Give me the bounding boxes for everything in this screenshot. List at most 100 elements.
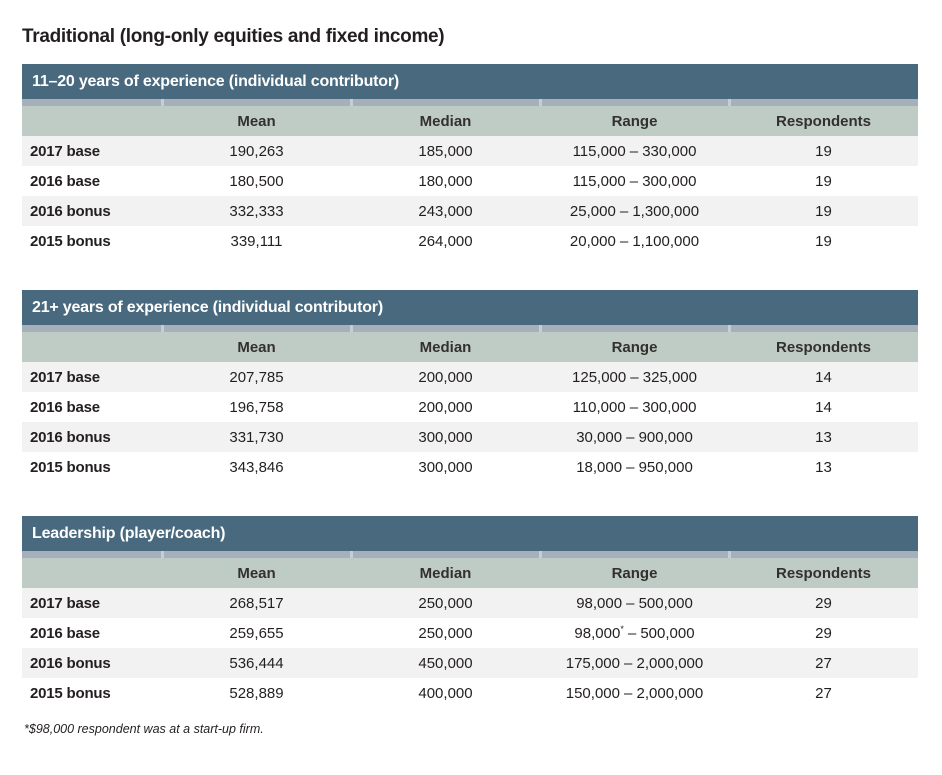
column-divider [539,551,542,558]
median-value: 300,000 [418,428,473,446]
table-row: 2015 bonus 528,889 400,000 150,000– 2,00… [22,678,918,708]
column-header-row: Mean Median Range Respondents [22,332,918,362]
range-max: – 1,100,000 [619,232,700,250]
range-value: 125,000– 325,000 [540,369,729,386]
row-label: 2016 base [30,624,100,642]
respondents-value: 13 [815,428,832,446]
range-min: 98,000 [574,624,621,642]
median-value: 200,000 [418,368,473,386]
row-label: 2017 base [30,368,100,386]
column-divider [350,99,353,106]
respondents-value: 13 [815,458,832,476]
row-label: 2015 bonus [30,684,111,702]
row-label: 2016 base [30,172,100,190]
column-divider [728,325,731,332]
respondents-value: 29 [815,624,832,642]
column-divider [350,551,353,558]
table-row: 2016 bonus 536,444 450,000 175,000– 2,00… [22,648,918,678]
table-row: 2017 base 207,785 200,000 125,000– 325,0… [22,362,918,392]
column-divider [728,551,731,558]
median-value: 180,000 [418,172,473,190]
row-label: 2017 base [30,142,100,160]
table-21-plus-years: 21+ years of experience (individual cont… [22,290,918,482]
range-value: 115,000– 330,000 [540,143,729,160]
table-row: 2016 bonus 331,730 300,000 30,000– 900,0… [22,422,918,452]
mean-value: 528,889 [229,684,284,702]
range-max: – 300,000 [629,398,697,416]
median-value: 450,000 [418,654,473,672]
range-value: 175,000– 2,000,000 [540,655,729,672]
range-max: – 2,000,000 [623,654,704,672]
range-value: 115,000– 300,000 [540,173,729,190]
mean-value: 332,333 [229,202,284,220]
section-header-bar: 21+ years of experience (individual cont… [22,290,918,325]
row-label: 2015 bonus [30,458,111,476]
mean-value: 331,730 [229,428,284,446]
column-header-mean: Mean [237,564,276,582]
section-title: Leadership (player/coach) [32,524,226,542]
column-header-range: Range [611,112,658,130]
column-strip [22,99,918,106]
column-divider [161,325,164,332]
table-11-20-years: 11–20 years of experience (individual co… [22,64,918,256]
table-row: 2015 bonus 343,846 300,000 18,000– 950,0… [22,452,918,482]
range-value: 18,000– 950,000 [540,459,729,476]
column-divider [728,99,731,106]
table-row: 2016 base 259,655 250,000 98,000* – 500,0… [22,618,918,648]
range-max: – 2,000,000 [623,684,704,702]
range-max: – 900,000 [626,428,693,446]
column-divider [539,325,542,332]
table-row: 2016 base 196,758 200,000 110,000– 300,0… [22,392,918,422]
mean-value: 339,111 [230,232,283,250]
mean-value: 190,263 [229,142,284,160]
row-label: 2016 bonus [30,428,111,446]
row-label: 2016 base [30,398,100,416]
column-strip [22,325,918,332]
range-max: – 500,000 [627,624,695,642]
mean-value: 180,500 [229,172,284,190]
range-value: 20,000– 1,100,000 [540,233,729,250]
column-header-row: Mean Median Range Respondents [22,106,918,136]
range-min: 175,000 [565,654,620,672]
column-header-median: Median [419,338,472,356]
column-header-respondents: Respondents [775,564,871,582]
section-title: 11–20 years of experience (individual co… [32,72,400,90]
range-min: 125,000 [572,368,627,386]
median-value: 250,000 [418,624,473,642]
range-value: 98,000– 500,000 [540,595,729,612]
column-header-mean: Mean [237,338,276,356]
range-value: 150,000– 2,000,000 [540,685,729,702]
row-label: 2015 bonus [30,232,111,250]
range-min: 30,000 [576,428,623,446]
median-value: 250,000 [418,594,473,612]
range-min: 115,000 [572,172,626,190]
table-row: 2017 base 190,263 185,000 115,000– 330,0… [22,136,918,166]
table-row: 2016 bonus 332,333 243,000 25,000– 1,300… [22,196,918,226]
column-divider [161,551,164,558]
column-header-median: Median [419,112,472,130]
footnote: *$98,000 respondent was at a start-up fi… [24,722,264,736]
respondents-value: 19 [815,202,832,220]
respondents-value: 29 [815,594,832,612]
respondents-value: 27 [815,684,832,702]
column-header-mean: Mean [237,112,276,130]
table-row: 2017 base 268,517 250,000 98,000– 500,00… [22,588,918,618]
range-max: – 950,000 [626,458,693,476]
median-value: 200,000 [418,398,473,416]
range-value: 110,000– 300,000 [540,399,729,416]
respondents-value: 14 [815,368,832,386]
section-header-bar: 11–20 years of experience (individual co… [22,64,918,99]
column-header-range: Range [611,338,658,356]
column-header-median: Median [419,564,472,582]
respondents-value: 19 [815,172,832,190]
range-footnote-marker: * [620,623,624,634]
range-min: 150,000 [565,684,620,702]
range-min: 20,000 [569,232,616,250]
column-strip [22,551,918,558]
column-divider [350,325,353,332]
range-min: 98,000 [576,594,623,612]
column-header-respondents: Respondents [775,112,871,130]
range-min: 115,000 [572,142,626,160]
range-min: 18,000 [576,458,623,476]
